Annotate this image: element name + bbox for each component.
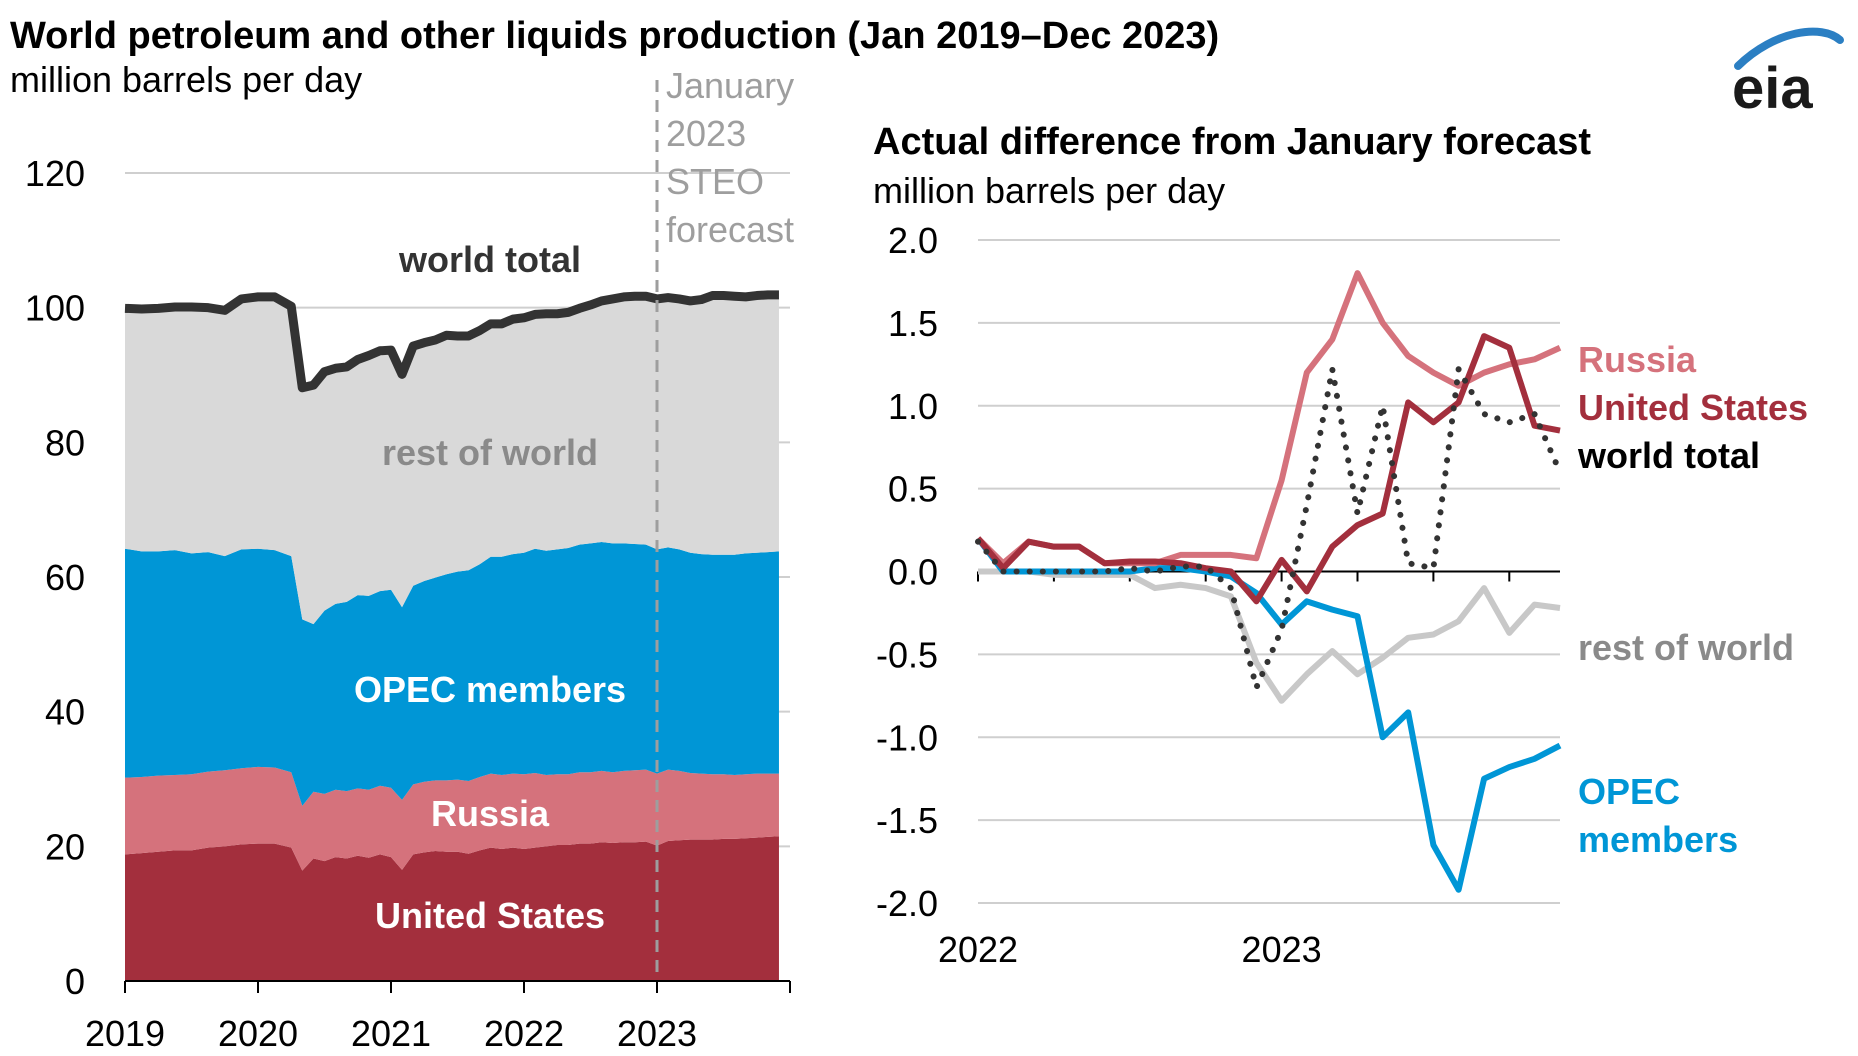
line-united-states: [975, 333, 1561, 605]
forecast-label-line2: 2023: [666, 113, 746, 154]
right-y-tick-label: 2.0: [888, 220, 938, 261]
area-united-states: [125, 836, 779, 981]
line-russia: [975, 270, 1562, 567]
left-label-russia: Russia: [431, 793, 550, 834]
left-label-rest-of-world: rest of world: [382, 432, 598, 473]
forecast-label-line1: January: [666, 65, 794, 106]
right-gridlines: [978, 239, 1560, 904]
right-label-opec-line1: OPEC: [1578, 771, 1680, 812]
left-label-opec: OPEC members: [354, 669, 626, 710]
left-panel: 0 20 40 60 80 100 120 2019 2020 2021 2022 2023 Janu…: [25, 65, 794, 1054]
right-y-tick-label: -1.5: [876, 800, 938, 841]
left-y-tick-label: 100: [25, 288, 85, 329]
right-y-tick-label: -1.0: [876, 717, 938, 758]
left-label-united-states: United States: [375, 895, 605, 936]
right-x-tick-label: 2022: [938, 929, 1018, 970]
right-label-russia: Russia: [1578, 339, 1697, 380]
logo-text: eia: [1732, 56, 1813, 121]
right-y-tick-label: 1.5: [888, 303, 938, 344]
left-x-tick-label: 2022: [484, 1013, 564, 1054]
right-y-tick-label: 1.0: [888, 386, 938, 427]
right-y-tick-label: 0.0: [888, 552, 938, 593]
right-x-tick-label: 2023: [1242, 929, 1322, 970]
left-label-world-total: world total: [398, 239, 581, 280]
left-x-tick-label: 2021: [351, 1013, 431, 1054]
right-label-united-states: United States: [1578, 387, 1808, 428]
right-series-lines: [975, 270, 1563, 893]
left-world-total-line: [124, 290, 779, 393]
forecast-label-line4: forecast: [666, 209, 794, 250]
eia-logo: eia: [1732, 27, 1844, 121]
line-opec-members: [975, 536, 1562, 893]
left-axes: [124, 980, 791, 993]
right-label-world-total: world total: [1577, 435, 1760, 476]
left-y-tick-label: 120: [25, 153, 85, 194]
right-panel: Actual difference from January forecast …: [873, 121, 1808, 970]
line-rest-of-world: [978, 568, 1561, 704]
left-y-tick-label: 20: [45, 826, 85, 867]
left-stacked-areas: [125, 294, 779, 981]
right-y-tick-label: -0.5: [876, 634, 938, 675]
area-opec-members: [125, 541, 779, 806]
right-panel-subtitle: million barrels per day: [873, 170, 1225, 211]
area-rest-of-world: [125, 294, 779, 625]
left-x-tick-label: 2020: [218, 1013, 298, 1054]
area-russia: [125, 766, 779, 871]
left-y-tick-label: 80: [45, 422, 85, 463]
left-x-tick-label: 2019: [85, 1013, 165, 1054]
line-world-total: [124, 290, 779, 393]
left-tick-labels: 0 20 40 60 80 100 120 2019 2020 2021 2022 2023: [25, 153, 697, 1054]
forecast-label-line3: STEO: [666, 161, 764, 202]
left-y-tick-label: 40: [45, 692, 85, 733]
chart-subtitle: million barrels per day: [10, 59, 362, 100]
right-panel-title: Actual difference from January forecast: [873, 121, 1591, 163]
chart-title: World petroleum and other liquids produc…: [10, 15, 1219, 57]
left-y-tick-label: 0: [65, 961, 85, 1002]
right-y-tick-label: 0.5: [888, 469, 938, 510]
right-label-opec-line2: members: [1578, 819, 1738, 860]
right-label-rest-of-world: rest of world: [1578, 627, 1794, 668]
right-y-tick-label: -2.0: [876, 883, 938, 924]
left-y-tick-label: 60: [45, 557, 85, 598]
left-x-tick-label: 2023: [617, 1013, 697, 1054]
logo-arc-icon: [1734, 27, 1844, 70]
